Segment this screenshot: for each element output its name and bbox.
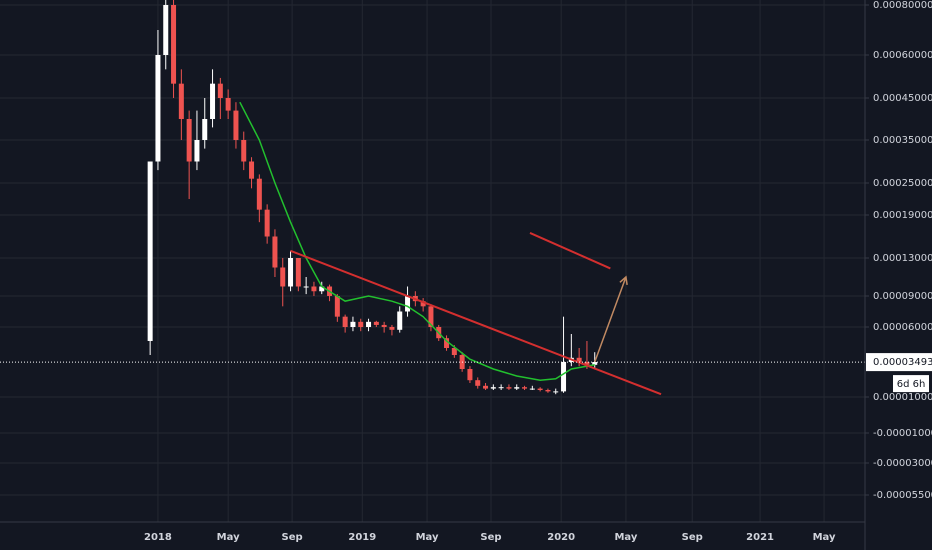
candle-body xyxy=(311,286,317,292)
candle-body xyxy=(389,327,395,330)
candle-body xyxy=(272,236,278,268)
x-tick-label: Sep xyxy=(282,532,303,543)
candle-body xyxy=(514,387,520,389)
candle-body xyxy=(178,83,184,119)
candle-body xyxy=(210,83,216,119)
candle-body xyxy=(506,387,512,389)
y-tick-label: -0.00005500 xyxy=(873,490,932,501)
candle-body xyxy=(537,388,543,390)
candle-body xyxy=(155,55,161,162)
y-tick-label: 0.00001000 xyxy=(873,392,932,403)
x-tick-label: 2019 xyxy=(348,532,376,543)
candle-body xyxy=(444,338,450,348)
y-tick-label: 0.00035000 xyxy=(873,135,932,146)
candle-body xyxy=(467,369,473,381)
candle-body xyxy=(420,301,426,307)
candle-body xyxy=(241,140,247,162)
candle-body xyxy=(373,321,379,325)
candle-body xyxy=(225,98,231,111)
candle-body xyxy=(147,161,153,341)
y-tick-label: 0.00019000 xyxy=(873,210,932,221)
candle-body xyxy=(288,258,294,287)
last-price-label: 0.00003493 xyxy=(873,357,932,368)
countdown-box xyxy=(893,375,929,393)
candle-body xyxy=(342,316,348,327)
candle-body xyxy=(490,387,496,389)
candle-body xyxy=(405,296,411,312)
candle-body xyxy=(397,311,403,330)
y-tick-label: 0.00045000 xyxy=(873,93,932,104)
candle-body xyxy=(163,5,169,55)
x-tick-label: Sep xyxy=(480,532,501,543)
x-tick-label: 2021 xyxy=(746,532,774,543)
trend-line xyxy=(290,249,662,396)
candle-body xyxy=(280,267,286,287)
candle-body xyxy=(217,83,223,98)
candle-body xyxy=(451,348,457,355)
last-price-box xyxy=(866,353,932,372)
candle-body xyxy=(545,390,551,392)
candle-body xyxy=(194,140,200,162)
candle-body xyxy=(366,321,372,327)
y-tick-label: -0.00001000 xyxy=(873,428,932,439)
x-tick-label: Sep xyxy=(682,532,703,543)
moving-average xyxy=(239,101,595,381)
x-tick-label: May xyxy=(813,532,836,543)
candle-body xyxy=(529,388,535,390)
candle-body xyxy=(553,391,559,393)
candle-body xyxy=(561,362,567,392)
y-tick-label: -0.00003000 xyxy=(873,458,932,469)
candle-body xyxy=(264,209,270,237)
candle-body xyxy=(171,5,177,84)
candle-body xyxy=(483,385,489,389)
y-tick-label: 0.00013000 xyxy=(873,253,932,264)
candle-body xyxy=(303,286,309,288)
x-tick-label: 2018 xyxy=(144,532,172,543)
candle-body xyxy=(202,119,208,140)
candle-body xyxy=(256,178,262,210)
y-tick-label: 0.00006000 xyxy=(873,322,932,333)
candle-body xyxy=(233,110,239,140)
candle-body xyxy=(249,161,255,179)
candle-body xyxy=(381,324,387,327)
y-tick-label: 0.00025000 xyxy=(873,178,932,189)
candle-body xyxy=(592,362,598,365)
candle-body xyxy=(584,362,590,365)
x-tick-label: May xyxy=(217,532,240,543)
arrow xyxy=(594,276,627,363)
candle-body xyxy=(186,119,192,162)
countdown-label: 6d 6h xyxy=(897,379,926,390)
x-tick-label: 2020 xyxy=(547,532,575,543)
y-tick-label: 0.00080000 xyxy=(873,0,932,11)
candle-body xyxy=(475,380,481,386)
candle-body xyxy=(576,357,582,362)
candle-body xyxy=(334,296,340,317)
x-tick-label: May xyxy=(614,532,637,543)
arrow-head xyxy=(619,275,628,286)
candle-body xyxy=(522,387,528,389)
candle-body xyxy=(498,387,504,389)
y-tick-label: 0.00009000 xyxy=(873,291,932,302)
candle-body xyxy=(428,306,434,327)
candle-body xyxy=(350,321,356,327)
candle-body xyxy=(358,321,364,327)
candle-body xyxy=(295,258,301,287)
x-tick-label: May xyxy=(416,532,439,543)
y-tick-label: 0.00060000 xyxy=(873,50,932,61)
candle-body xyxy=(319,286,325,292)
trend-line xyxy=(529,232,611,270)
